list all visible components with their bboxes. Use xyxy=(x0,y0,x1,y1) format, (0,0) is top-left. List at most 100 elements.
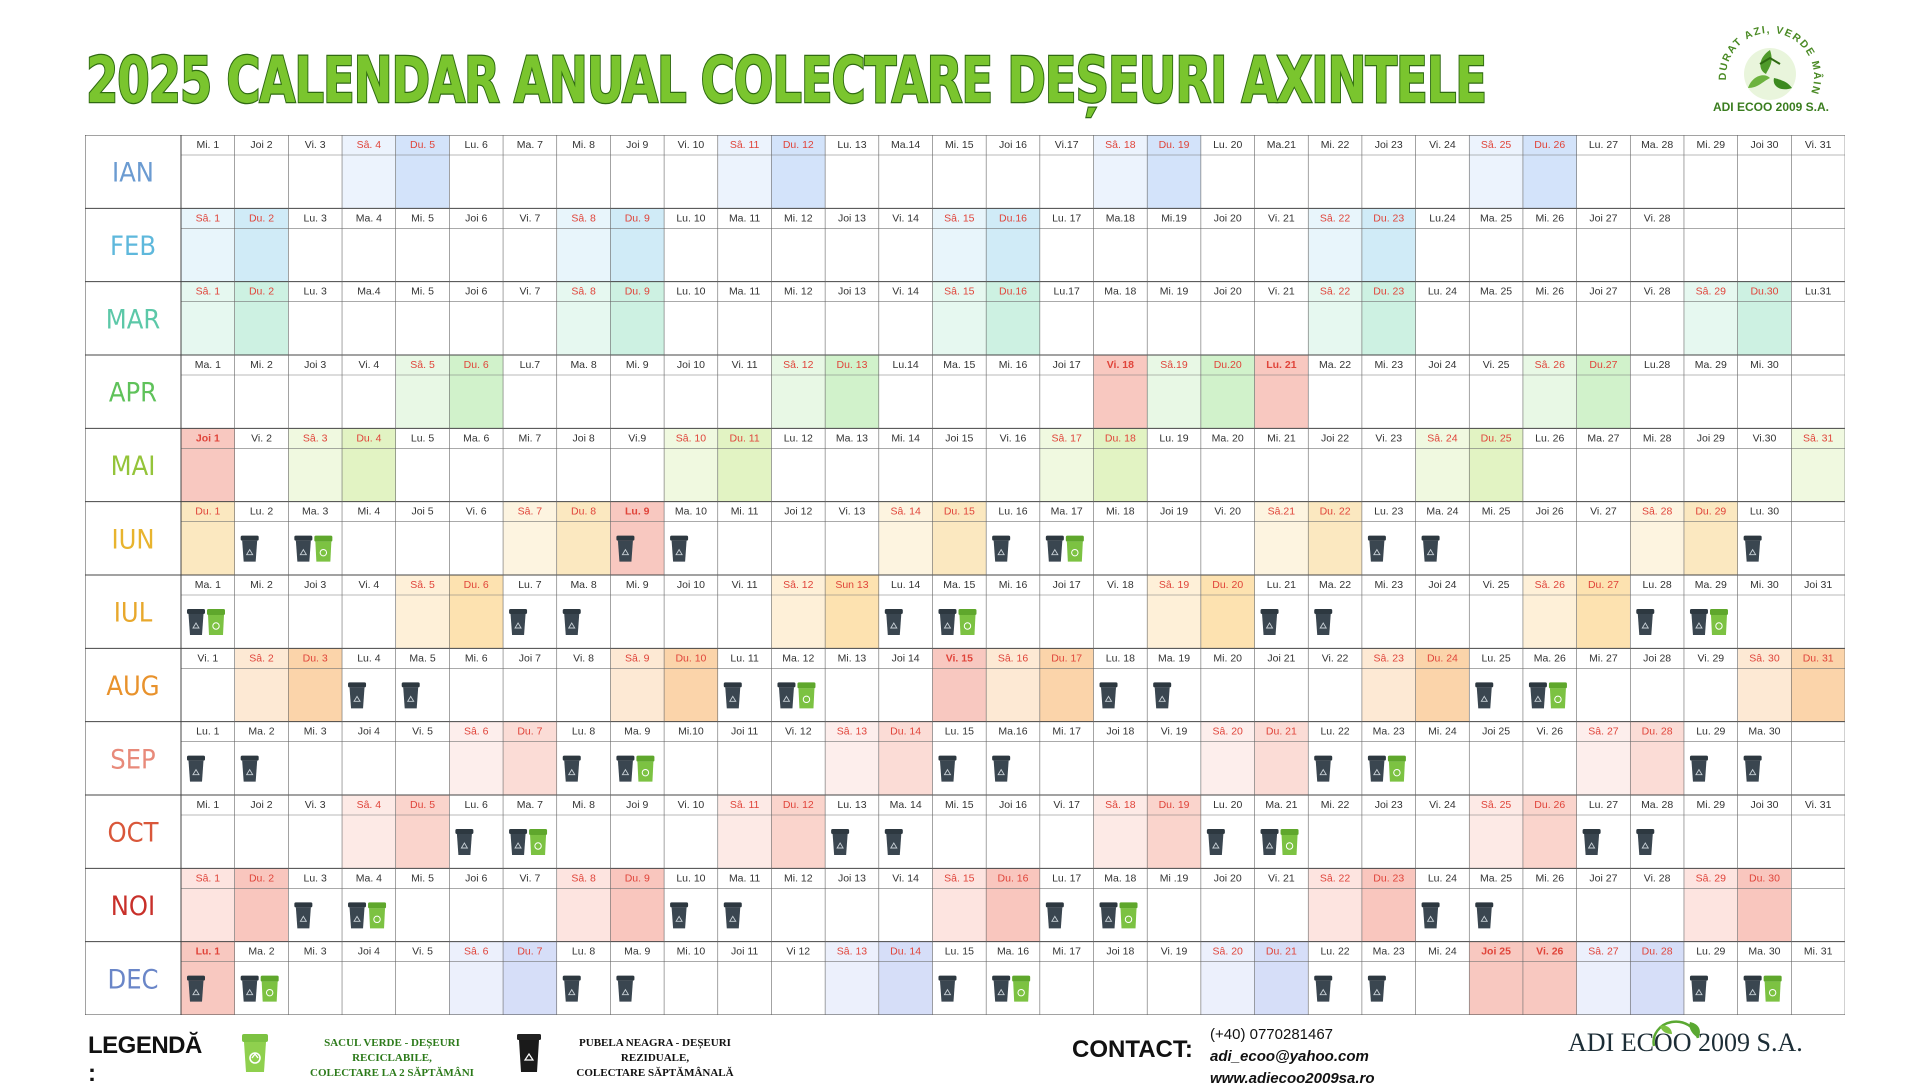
day-cell-shade xyxy=(1308,281,1362,355)
day-label: Joi 2 xyxy=(250,799,272,811)
day-label: Sâ. 26 xyxy=(1535,579,1566,591)
recycle-leaf-icon xyxy=(1744,48,1796,100)
month-label: IAN xyxy=(112,158,154,189)
day-label: Ma. 11 xyxy=(729,872,760,884)
day-cell-shade xyxy=(1361,868,1416,942)
page-title-text: 2025 CALENDAR ANUAL COLECTARE DEȘEURI AX… xyxy=(86,44,1486,117)
day-cell-shade xyxy=(1308,501,1362,575)
day-label: Lu. 10 xyxy=(676,872,705,884)
day-label: Sâ. 13 xyxy=(837,946,868,958)
day-label: Mi. 10 xyxy=(677,946,706,958)
day-label: Du. 8 xyxy=(571,506,596,518)
day-label: Sâ. 16 xyxy=(998,652,1029,664)
day-label: Mi. 30 xyxy=(1750,579,1779,591)
day-label: Mi. 12 xyxy=(784,872,813,884)
black-bin-icon xyxy=(1367,755,1386,782)
day-label: Ma. 1 xyxy=(195,359,221,371)
day-label: Ma. 17 xyxy=(1051,506,1083,518)
day-label: Du. 9 xyxy=(625,872,650,884)
day-label: Ma. 25 xyxy=(1480,212,1512,224)
day-label: Joi 7 xyxy=(519,652,541,664)
day-label: Joi 18 xyxy=(1106,726,1134,738)
green-bag-icon xyxy=(797,682,816,709)
brand-name: ADI ECOO 2009 S.A. xyxy=(1568,1028,1803,1057)
day-label: Du. 18 xyxy=(1105,432,1136,444)
day-label: Lu. 29 xyxy=(1696,726,1725,738)
day-label: Vi. 14 xyxy=(892,872,919,884)
black-bin-icon xyxy=(1689,609,1708,635)
day-cell-shade xyxy=(825,575,879,649)
page-title: 2025 CALENDAR ANUAL COLECTARE DEȘEURI AX… xyxy=(86,43,1489,119)
day-label: Lu.17 xyxy=(1054,286,1080,298)
day-cell-shade xyxy=(1522,795,1577,869)
day-label: Lu. 20 xyxy=(1213,799,1242,811)
day-cell-shade xyxy=(610,281,665,355)
month-label: APR xyxy=(109,378,157,409)
day-label: Vi. 3 xyxy=(305,139,326,151)
day-label: Joi 1 xyxy=(196,432,220,444)
day-label: Joi 13 xyxy=(838,872,866,884)
day-label: Du. 1 xyxy=(195,506,220,518)
day-cell-shade xyxy=(717,795,772,869)
day-label: Sâ. 20 xyxy=(1213,946,1244,958)
month-label: NOI xyxy=(111,891,155,922)
day-label: Lu. 12 xyxy=(784,432,813,444)
day-label: Du. 11 xyxy=(730,432,760,444)
day-label: Vi. 2 xyxy=(251,432,272,444)
day-label: Lu. 3 xyxy=(304,286,328,298)
contact-email[interactable]: adi_ecoo@yahoo.com xyxy=(1210,1048,1369,1065)
day-label: Ma. 19 xyxy=(1158,652,1190,664)
day-cell-shade xyxy=(1791,648,1845,722)
day-cell-shade xyxy=(181,208,235,282)
day-label: Sâ. 31 xyxy=(1803,432,1834,444)
day-cell-shade xyxy=(771,135,826,209)
day-label: Sâ. 11 xyxy=(730,139,760,151)
black-bin-icon xyxy=(1689,975,1708,1002)
day-label: Sâ.21 xyxy=(1268,506,1296,518)
day-cell-shade xyxy=(986,281,1040,355)
black-bin-icon xyxy=(1367,975,1386,1002)
day-label: Lu. 11 xyxy=(730,652,759,664)
green-bag-icon xyxy=(529,829,548,855)
green-bag-icon xyxy=(958,609,977,635)
day-label: Vi. 26 xyxy=(1536,726,1563,738)
month-label: IUL xyxy=(114,598,153,629)
day-label: Sâ. 6 xyxy=(464,946,489,958)
day-cell-shade xyxy=(771,795,826,869)
black-bin-icon xyxy=(348,682,367,709)
green-bag-icon xyxy=(1387,755,1406,782)
day-label: Vi. 23 xyxy=(1375,432,1402,444)
day-label: Lu. 3 xyxy=(304,212,328,224)
day-label: Vi. 6 xyxy=(466,506,487,518)
contact-website[interactable]: www.adiecoo2009sa.ro xyxy=(1210,1070,1375,1087)
day-cell-shade xyxy=(1522,355,1577,429)
day-cell-shade xyxy=(1039,648,1094,722)
day-label: Mi. 17 xyxy=(1052,726,1081,738)
day-label: Mi. 12 xyxy=(784,212,813,224)
contact-phone[interactable]: (+40) 0770281467 xyxy=(1210,1026,1334,1043)
day-label: Sâ. 30 xyxy=(1749,652,1780,664)
day-cell-shade xyxy=(878,501,933,575)
day-cell-shade xyxy=(395,795,450,869)
day-label: Sâ. 7 xyxy=(518,506,543,518)
day-label: Du. 3 xyxy=(303,652,328,664)
day-label: Ma. 25 xyxy=(1480,872,1512,884)
day-label: Vi. 10 xyxy=(678,799,705,811)
day-cell-shade xyxy=(288,648,343,722)
day-label: Mi. 1 xyxy=(196,139,219,151)
black-bin-icon xyxy=(723,682,742,709)
day-label: Du. 28 xyxy=(1642,726,1673,738)
black-bin-icon xyxy=(1636,829,1655,855)
day-cell-shade xyxy=(1147,355,1201,429)
black-bin-icon xyxy=(1743,975,1762,1002)
day-label: Sâ. 13 xyxy=(837,726,868,738)
legend-label: LEGENDĂ : xyxy=(88,1032,202,1087)
legend-black-line1: PUBELA NEAGRA - DEȘEURI REZIDUALE, xyxy=(579,1037,731,1064)
day-label: Sâ. 3 xyxy=(303,432,328,444)
day-cell-shade xyxy=(717,135,772,209)
day-cell-shade xyxy=(449,575,504,649)
day-label: Vi. 20 xyxy=(1214,506,1241,518)
day-label: Du. 6 xyxy=(464,359,489,371)
day-label: Lu. 13 xyxy=(837,139,866,151)
green-bag-icon xyxy=(207,609,225,635)
